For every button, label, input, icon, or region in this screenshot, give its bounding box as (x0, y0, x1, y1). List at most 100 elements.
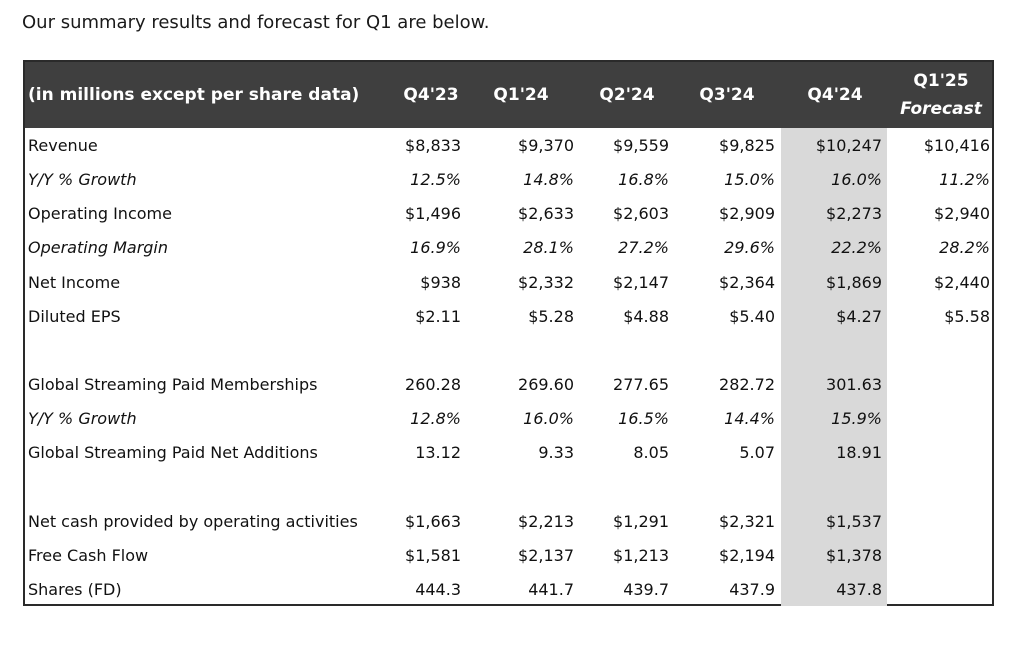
summary-table: (in millions except per share data) Q4'2… (23, 60, 994, 606)
table-cell: 27.2% (618, 238, 669, 257)
row-label: Net Income (28, 273, 121, 292)
column-header-q2-24: Q2'24 (599, 85, 655, 105)
table-cell: 16.0% (523, 409, 574, 428)
column-header-q4-24: Q4'24 (807, 85, 863, 105)
table-row: Y/Y % Growth 12.5% 14.8% 16.8% 15.0% 16.0% 11.… (25, 163, 992, 197)
table-cell: 269.60 (518, 375, 574, 394)
table-cell: 22.2% (831, 238, 882, 257)
table-cell: $4.27 (836, 307, 882, 326)
table-cell: 13.12 (415, 443, 461, 462)
table-cell (880, 402, 990, 436)
row-label: Global Streaming Paid Memberships (28, 375, 318, 394)
table-cell: $2,273 (826, 204, 882, 223)
table-row: Operating Margin 16.9% 28.1% 27.2% 29.6% 22.2… (25, 231, 992, 265)
table-cell: 437.9 (729, 580, 775, 599)
table-cell: $8,833 (405, 136, 461, 155)
row-label: Y/Y % Growth (28, 170, 137, 189)
column-header-q1-24: Q1'24 (493, 85, 549, 105)
table-cell: 437.8 (836, 580, 882, 599)
table-cell: 15.9% (831, 409, 882, 428)
row-label: Revenue (28, 136, 98, 155)
table-row: Diluted EPS $2.11 $5.28 $4.88 $5.40 $4.27 $5.5… (25, 300, 992, 334)
table-cell: 301.63 (826, 375, 882, 394)
row-label: Diluted EPS (28, 307, 121, 326)
row-label: Operating Margin (28, 238, 169, 257)
highlighted-column-shading (781, 128, 887, 606)
row-label: Operating Income (28, 204, 172, 223)
table-cell (880, 539, 990, 573)
table-cell: $2,909 (719, 204, 775, 223)
table-cell: $2,364 (719, 273, 775, 292)
table-cell (880, 573, 990, 607)
table-cell (880, 436, 990, 470)
table-cell: $5.58 (944, 307, 990, 326)
table-cell: $4.88 (623, 307, 669, 326)
table-cell: $2,440 (934, 273, 990, 292)
table-cell: $2,147 (613, 273, 669, 292)
intro-text: Our summary results and forecast for Q1 … (22, 12, 490, 33)
table-row: Global Streaming Paid Net Additions 13.12… (25, 436, 992, 470)
table-cell: 16.5% (618, 409, 669, 428)
column-header-q3-24: Q3'24 (699, 85, 755, 105)
table-cell: 444.3 (415, 580, 461, 599)
table-row: Revenue $8,833 $9,370 $9,559 $9,825 $10,247 $1… (25, 129, 992, 163)
table-cell: $5.40 (729, 307, 775, 326)
table-cell: $2,332 (518, 273, 574, 292)
table-cell: 18.91 (836, 443, 882, 462)
table-cell: 441.7 (528, 580, 574, 599)
table-cell: $2,213 (518, 512, 574, 531)
table-cell: $2,321 (719, 512, 775, 531)
table-cell: $9,370 (518, 136, 574, 155)
table-cell: $2,940 (934, 204, 990, 223)
table-cell: $1,213 (613, 546, 669, 565)
table-cell: 28.1% (523, 238, 574, 257)
table-cell: 28.2% (939, 238, 990, 257)
table-row: Global Streaming Paid Memberships 260.28 2… (25, 368, 992, 402)
table-cell: $2,633 (518, 204, 574, 223)
table-cell: 12.5% (410, 170, 461, 189)
row-label: Free Cash Flow (28, 546, 149, 565)
table-row: Operating Income $1,496 $2,633 $2,603 $2,909… (25, 197, 992, 231)
table-row: Net cash provided by operating activitie… (25, 505, 992, 539)
row-label: Global Streaming Paid Net Additions (28, 443, 318, 462)
table-cell: $1,496 (405, 204, 461, 223)
table-cell: $9,825 (719, 136, 775, 155)
table-cell: $1,663 (405, 512, 461, 531)
row-label: Y/Y % Growth (28, 409, 137, 428)
table-cell (880, 505, 990, 539)
table-cell: 15.0% (724, 170, 775, 189)
table-cell: $1,291 (613, 512, 669, 531)
table-row: Y/Y % Growth 12.8% 16.0% 16.5% 14.4% 15.9% (25, 402, 992, 436)
forecast-quarter: Q1'25 (913, 71, 969, 91)
table-cell: $1,378 (826, 546, 882, 565)
table-cell: 439.7 (623, 580, 669, 599)
table-cell: 14.8% (523, 170, 574, 189)
column-header-q4-23: Q4'23 (403, 85, 459, 105)
table-cell: $2,137 (518, 546, 574, 565)
table-cell: 260.28 (405, 375, 461, 394)
table-cell: $1,537 (826, 512, 882, 531)
table-row: Shares (FD) 444.3 441.7 439.7 437.9 437.8 (25, 573, 992, 607)
table-cell: $2,194 (719, 546, 775, 565)
table-cell: 11.2% (939, 170, 990, 189)
row-label: Net cash provided by operating activitie… (28, 512, 358, 531)
table-cell: 5.07 (739, 443, 775, 462)
table-cell: 12.8% (410, 409, 461, 428)
table-cell (880, 368, 990, 402)
table-row: Free Cash Flow $1,581 $2,137 $1,213 $2,194 $1… (25, 539, 992, 573)
table-cell: $1,869 (826, 273, 882, 292)
table-cell: $10,247 (815, 136, 882, 155)
row-label: Shares (FD) (28, 580, 122, 599)
table-cell: 277.65 (613, 375, 669, 394)
table-cell: $9,559 (613, 136, 669, 155)
table-cell: $2,603 (613, 204, 669, 223)
forecast-label: Forecast (900, 99, 982, 119)
column-header-forecast: Q1'25 Forecast (891, 62, 991, 128)
table-cell: 16.8% (618, 170, 669, 189)
table-cell: 282.72 (719, 375, 775, 394)
table-cell: $10,416 (923, 136, 990, 155)
table-cell: 16.0% (831, 170, 882, 189)
table-cell: $2.11 (415, 307, 461, 326)
table-cell: 9.33 (538, 443, 574, 462)
table-header: (in millions except per share data) Q4'2… (25, 62, 992, 128)
